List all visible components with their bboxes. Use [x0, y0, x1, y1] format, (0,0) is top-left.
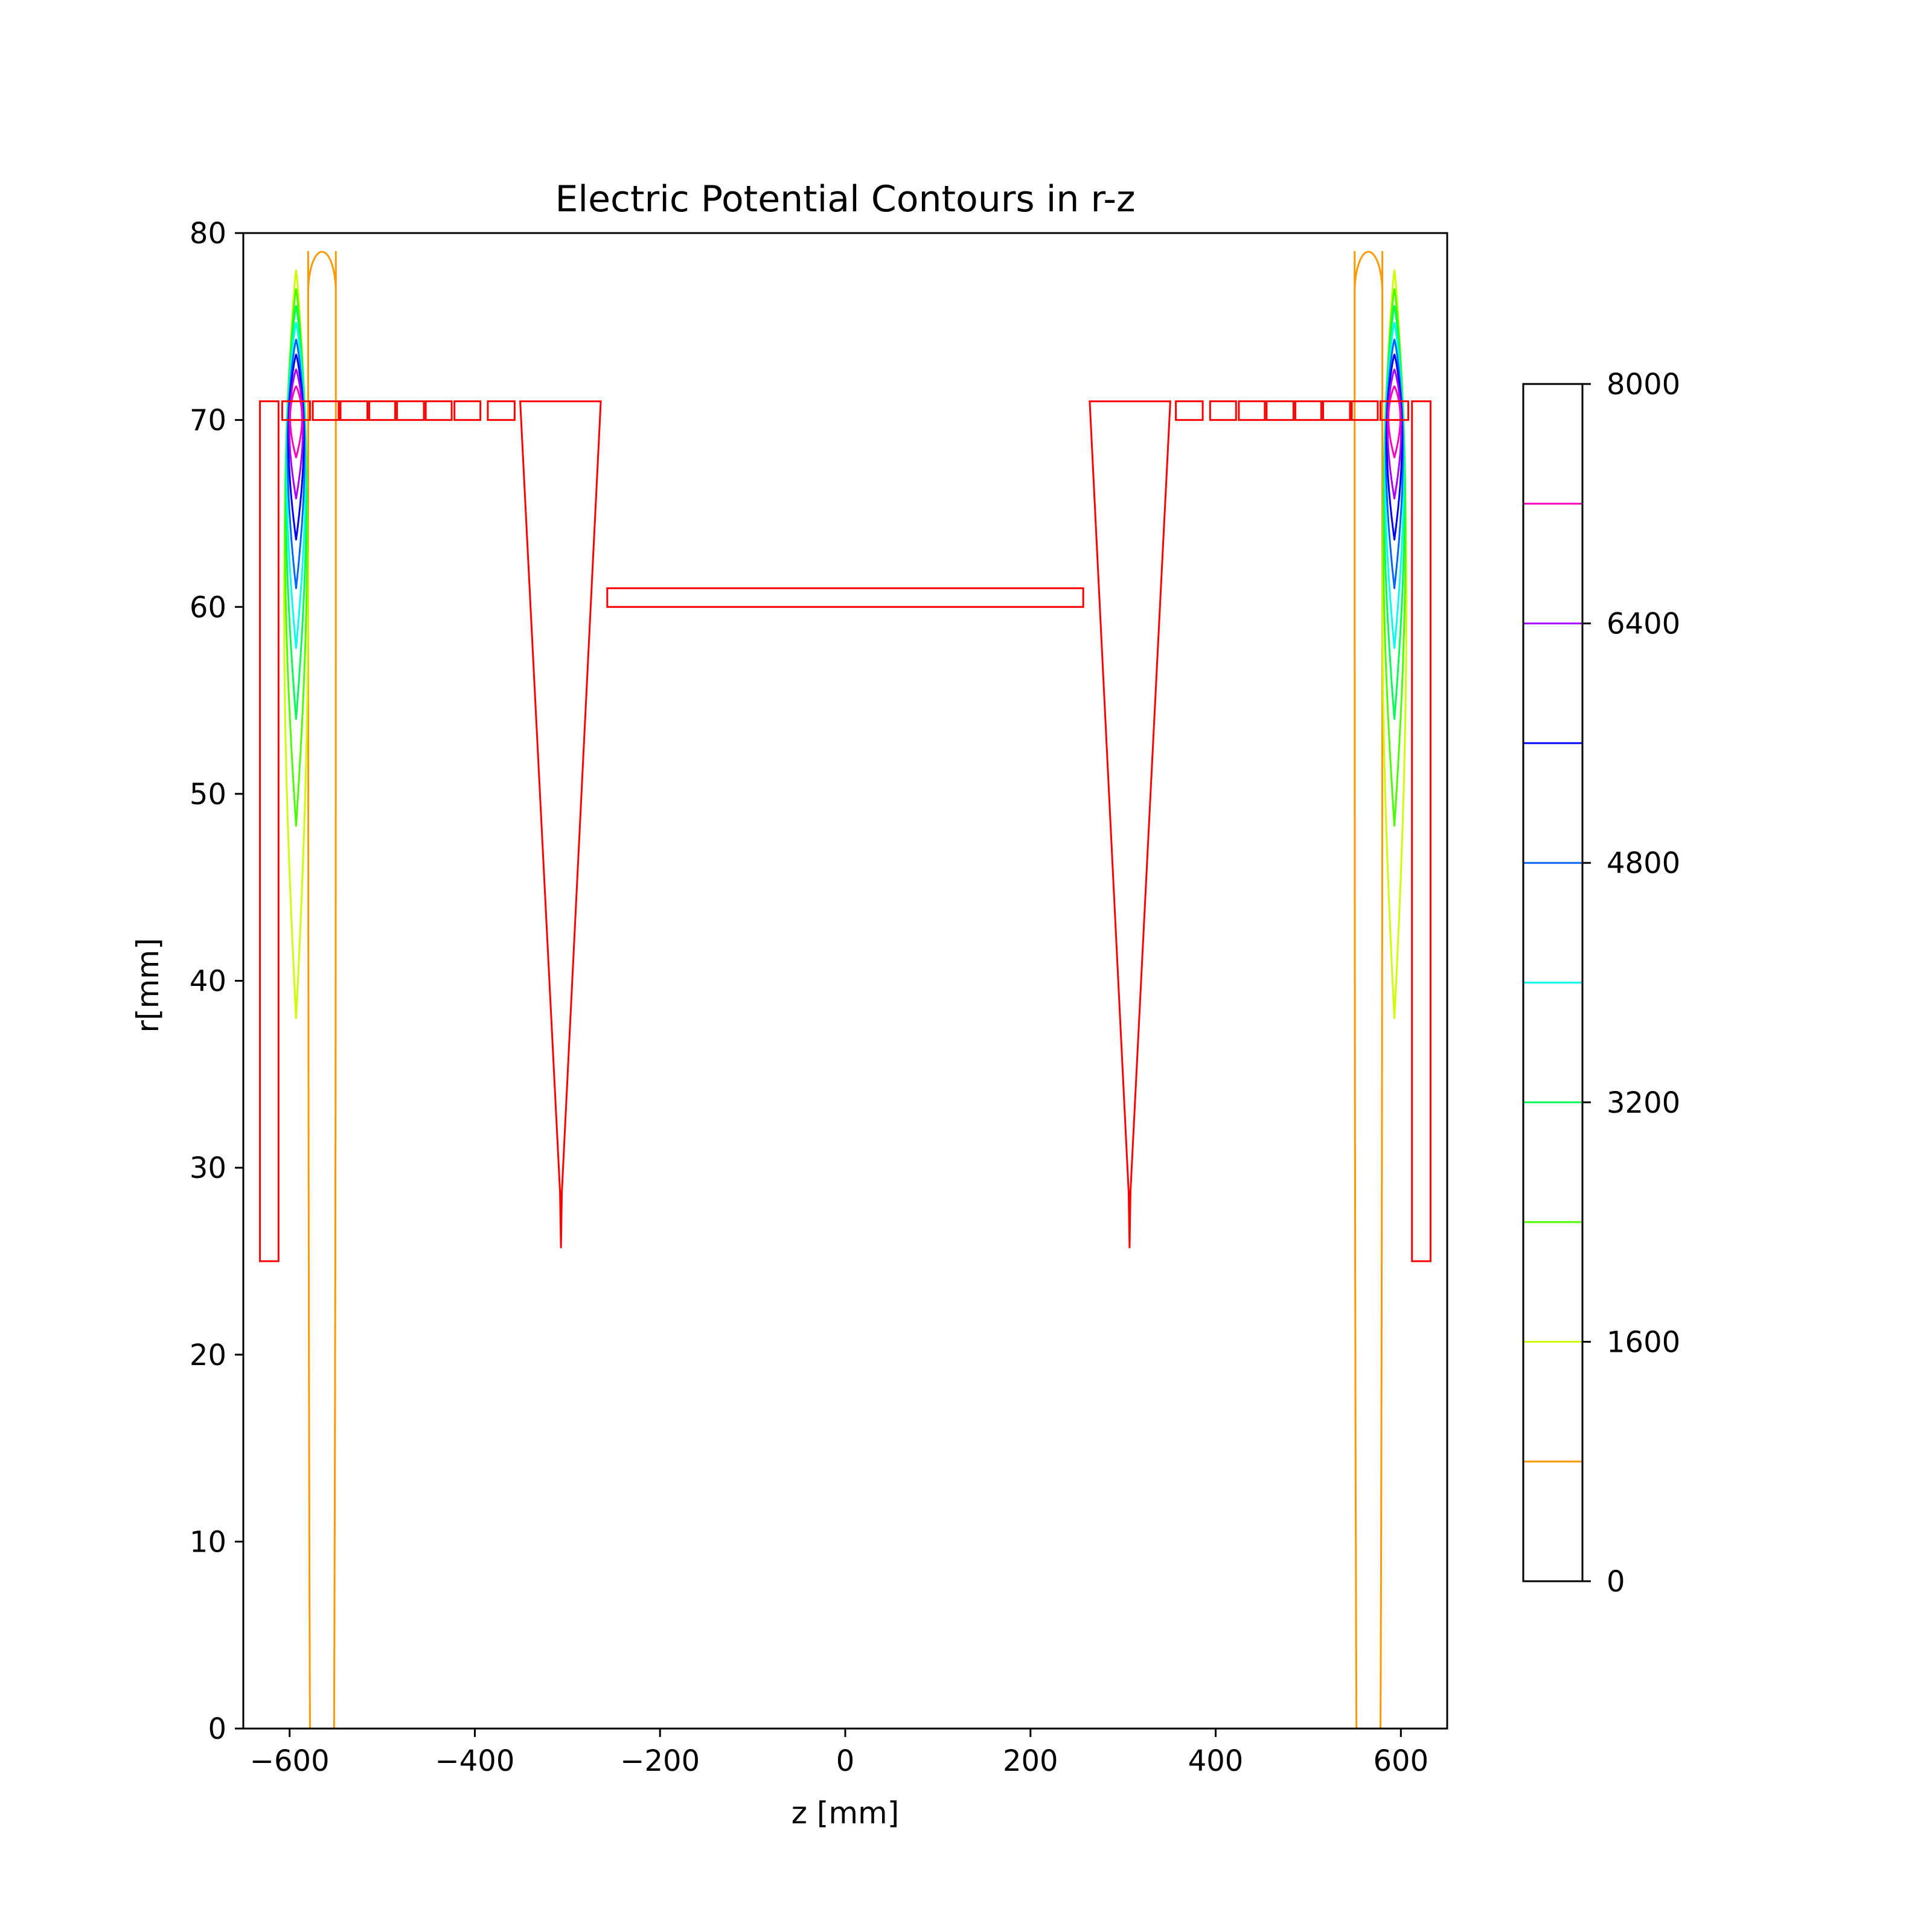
y-axis-title: r[mm]: [130, 938, 165, 1033]
x-tick-label: 0: [836, 1744, 855, 1778]
x-axis-ticks: −600 −400 −200 0 200 400 600: [250, 1729, 1428, 1778]
ring-electrode: [1322, 400, 1351, 421]
x-tick-label: 600: [1373, 1744, 1428, 1778]
y-tick-label: 60: [190, 590, 226, 624]
colorbar-tick-label: 3200: [1607, 1086, 1680, 1120]
x-tick-label: 400: [1188, 1744, 1244, 1778]
ring-electrode: [424, 400, 453, 421]
ring-electrode: [368, 400, 397, 421]
ring-electrode: [1294, 400, 1322, 421]
colorbar-ticks: 0 1600 3200 4800 6400 8000: [1582, 368, 1680, 1599]
colorbar-tick-label: 8000: [1607, 368, 1680, 401]
x-tick-label: −600: [250, 1744, 330, 1778]
ring-electrode: [1351, 400, 1379, 421]
ring-electrode: [281, 400, 311, 421]
colorbar-tick-label: 0: [1607, 1565, 1625, 1599]
contour-line: [289, 385, 303, 459]
colorbar-tick-label: 4800: [1607, 846, 1680, 880]
cone-electrode: [519, 400, 602, 1249]
ring-electrode: [1380, 400, 1410, 421]
ring-electrode: [453, 400, 482, 421]
y-tick-label: 30: [190, 1151, 226, 1185]
electrode-outlines: [259, 400, 1431, 1262]
colorbar-frame: [1522, 383, 1584, 1582]
ring-electrode: [312, 400, 340, 421]
y-tick-label: 80: [190, 217, 226, 251]
y-tick-label: 70: [190, 404, 226, 438]
ring-electrode: [1238, 400, 1266, 421]
contour-line: [307, 251, 337, 1729]
cone-electrode: [1089, 400, 1171, 1249]
x-tick-label: −400: [435, 1744, 515, 1778]
colorbar: 0 1600 3200 4800 6400 8000: [1522, 368, 1680, 1599]
end-plate-electrode: [1411, 400, 1431, 1262]
contour-line: [1387, 385, 1401, 459]
colorbar-tick-label: 1600: [1607, 1325, 1680, 1359]
colorbar-tick-label: 6400: [1607, 607, 1680, 641]
ring-electrode: [1209, 400, 1237, 421]
ring-electrode: [487, 400, 516, 421]
colorbar-level-lines: [1523, 502, 1582, 1463]
ring-electrode: [339, 400, 369, 421]
y-axis-ticks: 0 10 20 30 40 50 60 70 80: [190, 217, 243, 1746]
end-plate-electrode: [259, 400, 280, 1262]
center-tube-electrode: [606, 587, 1084, 608]
x-axis-title: z [mm]: [792, 1796, 900, 1831]
y-tick-label: 40: [190, 965, 226, 999]
contour-line: [1354, 251, 1384, 1729]
y-tick-label: 10: [190, 1525, 226, 1559]
ring-electrode: [1265, 400, 1294, 421]
y-tick-label: 0: [208, 1712, 226, 1746]
x-tick-label: 200: [1003, 1744, 1058, 1778]
x-tick-label: −200: [620, 1744, 700, 1778]
ring-electrode: [1175, 400, 1204, 421]
y-tick-label: 20: [190, 1339, 226, 1372]
y-tick-label: 50: [190, 778, 226, 811]
ring-electrode: [396, 400, 425, 421]
chart-title: Electric Potential Contours in r-z: [555, 178, 1136, 220]
